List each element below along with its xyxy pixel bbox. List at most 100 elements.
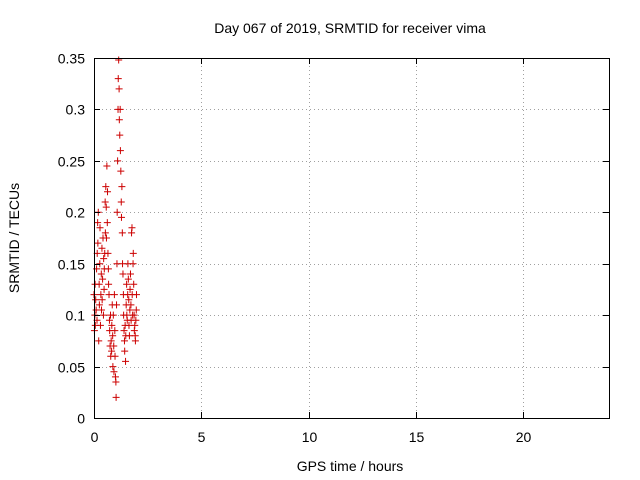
data-point [103, 219, 111, 227]
data-point [96, 260, 104, 268]
data-point [115, 56, 123, 64]
x-tick-label: 0 [91, 429, 99, 445]
data-point [117, 213, 125, 221]
y-tick-label: 0.05 [58, 360, 85, 376]
data-point [126, 285, 134, 293]
x-tick-label: 10 [302, 429, 318, 445]
data-point [103, 162, 111, 170]
data-point [115, 85, 123, 93]
data-point [132, 306, 140, 314]
data-point [118, 229, 126, 237]
data-point [105, 280, 113, 288]
data-point [98, 306, 106, 314]
data-point [131, 337, 139, 345]
data-point [95, 301, 103, 309]
data-point [132, 316, 140, 324]
data-point [113, 301, 121, 309]
data-point [121, 347, 129, 355]
data-point [110, 342, 118, 350]
data-point [104, 188, 112, 196]
x-tick-label: 5 [198, 429, 206, 445]
data-point [94, 219, 102, 227]
data-point [111, 327, 119, 335]
data-point [96, 224, 104, 232]
data-point [130, 311, 138, 319]
x-tick-label: 20 [516, 429, 532, 445]
data-point [110, 368, 118, 376]
y-tick-labels: 0 0.05 0.1 0.15 0.2 0.25 0.3 0.35 [58, 51, 85, 427]
data-point [97, 270, 105, 278]
data-point [108, 347, 116, 355]
x-tick-labels: 0 5 10 15 20 [91, 429, 532, 445]
data-point [126, 306, 134, 314]
data-point [94, 239, 102, 247]
data-point [109, 311, 117, 319]
data-point [108, 321, 116, 329]
data-point [109, 332, 117, 340]
y-tick-label: 0.2 [66, 205, 86, 221]
data-point [100, 255, 108, 263]
data-point [95, 337, 103, 345]
y-tick-label: 0 [77, 411, 85, 427]
y-tick-label: 0.3 [66, 102, 86, 118]
y-axis-label: SRMTID / TECUs [6, 183, 22, 293]
data-point [117, 198, 125, 206]
data-point [96, 321, 104, 329]
data-point [110, 291, 118, 299]
data-point [107, 337, 115, 345]
data-point [122, 357, 130, 365]
data-point [114, 157, 122, 165]
data-point [101, 198, 109, 206]
plot-frame [94, 58, 610, 419]
chart-title: Day 067 of 2019, SRMTID for receiver vim… [214, 20, 486, 36]
grid-lines [94, 58, 609, 418]
data-point [98, 244, 106, 252]
data-point [114, 75, 122, 83]
data-point [123, 280, 131, 288]
y-tick-label: 0.35 [58, 51, 85, 67]
data-point [99, 311, 107, 319]
data-point [100, 285, 108, 293]
data-point [109, 363, 117, 371]
data-point [102, 203, 110, 211]
data-point [99, 275, 107, 283]
data-point [119, 270, 127, 278]
data-point [101, 229, 109, 237]
data-point [116, 131, 124, 139]
data-point [120, 327, 128, 335]
data-point [127, 301, 135, 309]
data-point [118, 183, 126, 191]
data-point [129, 249, 137, 257]
data-point [125, 296, 133, 304]
data-point [102, 183, 110, 191]
data-point [124, 275, 132, 283]
data-point [115, 116, 123, 124]
data-point [116, 105, 124, 113]
data-point [126, 270, 134, 278]
data-point [98, 296, 106, 304]
data-point [92, 296, 100, 304]
data-point [116, 147, 124, 155]
data-point [131, 321, 139, 329]
data-point [112, 393, 120, 401]
data-point [97, 291, 105, 299]
y-tick-label: 0.25 [58, 154, 85, 170]
axis-ticks [94, 58, 609, 419]
y-tick-label: 0.1 [66, 308, 86, 324]
data-point [105, 316, 113, 324]
y-tick-label: 0.15 [58, 257, 85, 273]
data-point [132, 291, 140, 299]
data-point [120, 337, 128, 345]
data-point [128, 224, 136, 232]
data-point [112, 378, 120, 386]
data-points [90, 56, 140, 401]
data-point [129, 260, 137, 268]
x-tick-label: 15 [409, 429, 425, 445]
data-point [117, 167, 125, 175]
data-point [102, 234, 110, 242]
data-point [104, 265, 112, 273]
data-point [113, 208, 121, 216]
data-point [130, 280, 138, 288]
data-point [111, 352, 119, 360]
